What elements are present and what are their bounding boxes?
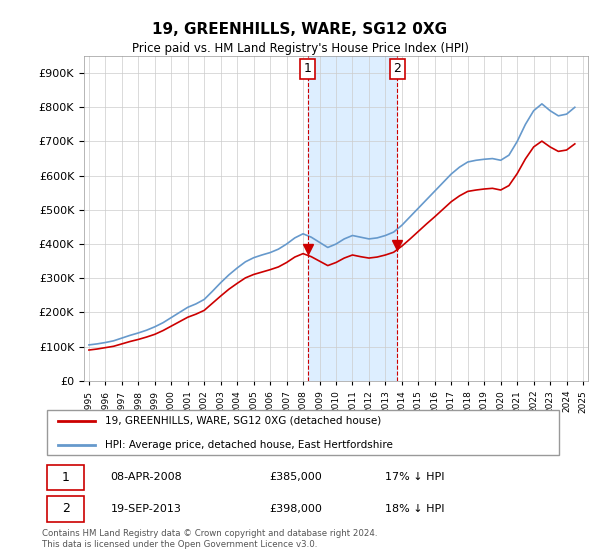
Text: £398,000: £398,000 <box>269 504 322 514</box>
Text: £385,000: £385,000 <box>269 473 322 482</box>
Text: 19, GREENHILLS, WARE, SG12 0XG: 19, GREENHILLS, WARE, SG12 0XG <box>152 22 448 38</box>
Text: 1: 1 <box>304 63 311 76</box>
Text: 08-APR-2008: 08-APR-2008 <box>110 473 182 482</box>
FancyBboxPatch shape <box>47 496 84 521</box>
Text: Contains HM Land Registry data © Crown copyright and database right 2024.
This d: Contains HM Land Registry data © Crown c… <box>42 529 377 549</box>
Bar <box>308 56 397 381</box>
Text: 17% ↓ HPI: 17% ↓ HPI <box>385 473 445 482</box>
Text: HPI: Average price, detached house, East Hertfordshire: HPI: Average price, detached house, East… <box>106 440 393 450</box>
Text: 1: 1 <box>62 471 70 484</box>
Text: 2: 2 <box>62 502 70 515</box>
FancyBboxPatch shape <box>47 410 559 455</box>
FancyBboxPatch shape <box>47 465 84 490</box>
Text: 18% ↓ HPI: 18% ↓ HPI <box>385 504 445 514</box>
Text: Price paid vs. HM Land Registry's House Price Index (HPI): Price paid vs. HM Land Registry's House … <box>131 42 469 55</box>
Text: 19, GREENHILLS, WARE, SG12 0XG (detached house): 19, GREENHILLS, WARE, SG12 0XG (detached… <box>106 416 382 426</box>
Text: 2: 2 <box>394 63 401 76</box>
Text: 19-SEP-2013: 19-SEP-2013 <box>110 504 182 514</box>
